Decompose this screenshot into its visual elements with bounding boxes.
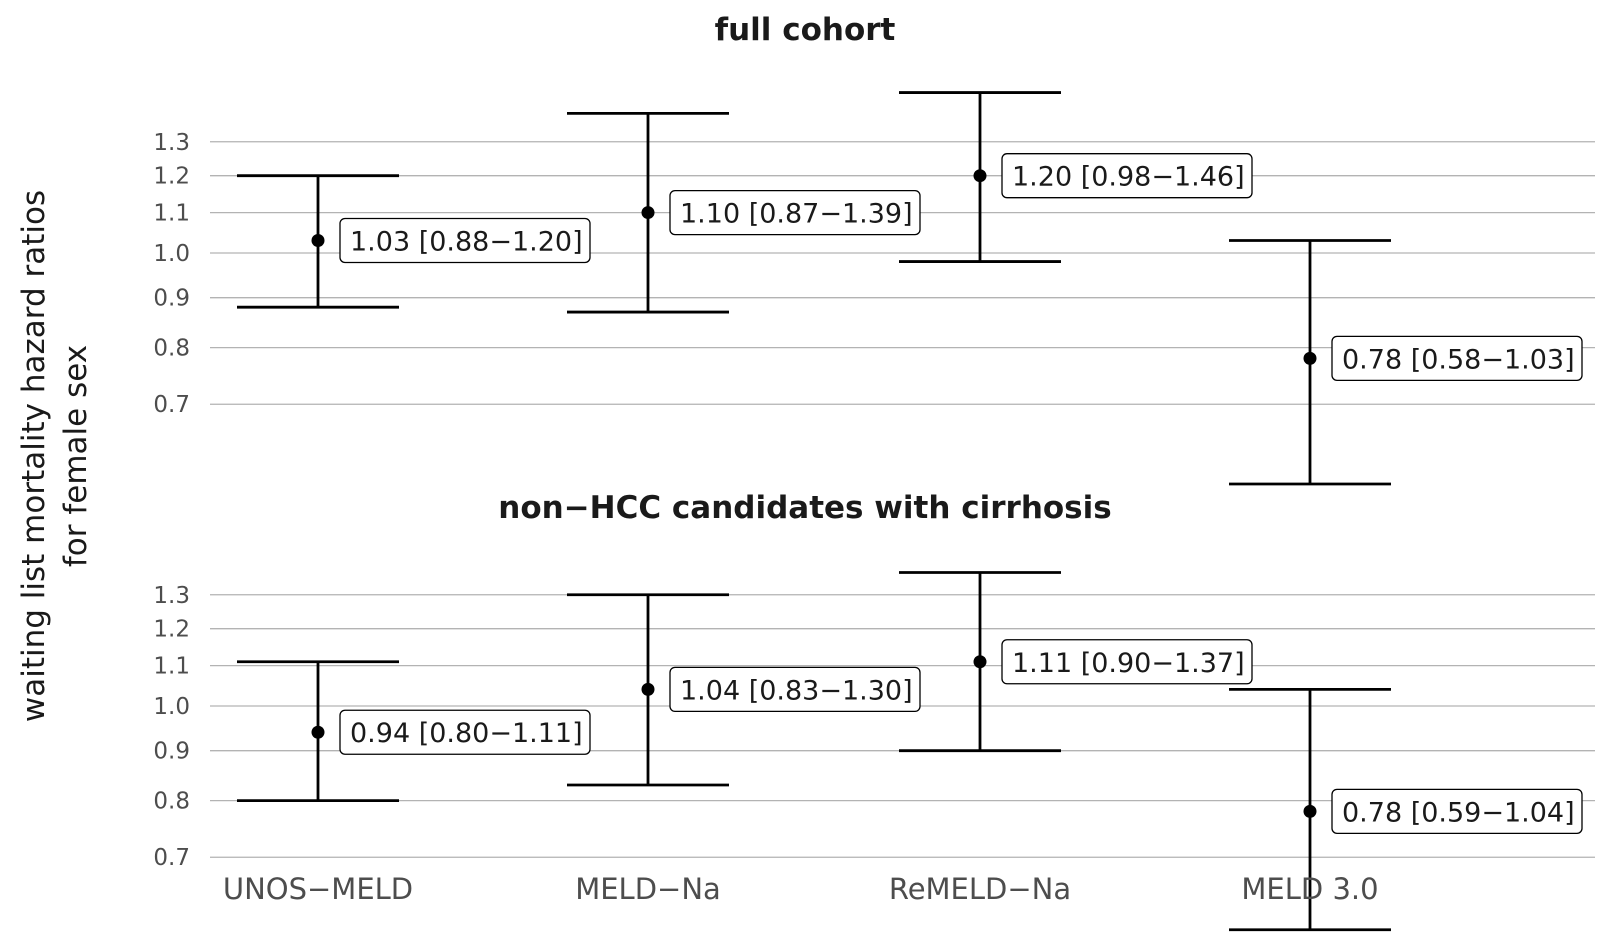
estimate-meld-na: 1.04 [0.83−1.30] [567, 593, 921, 787]
data-label-box [1001, 153, 1253, 199]
hazard-ratio-point [973, 169, 987, 183]
hazard-ratio-point [1303, 351, 1317, 365]
data-label-box [669, 189, 921, 236]
y-tick-label: 0.9 [153, 286, 190, 312]
data-label-box [1331, 788, 1583, 834]
y-tick-label: 1.0 [153, 241, 190, 267]
data-label-box [339, 709, 591, 755]
panels: full cohort 0.7 0.8 0.9 1.0 1.1 1.2 1.3 1.03 [0.… [153, 12, 1595, 932]
y-tick-label: 0.8 [153, 789, 190, 815]
data-label: 1.04 [0.83−1.30] [680, 675, 913, 706]
data-label: 1.10 [0.87−1.39] [680, 199, 913, 230]
y-tick-label: 1.0 [153, 694, 190, 720]
estimate-unos-meld: 0.94 [0.80−1.11] [237, 660, 591, 803]
x-category-label-meld-na: MELD−Na [575, 872, 721, 906]
data-label: 0.94 [0.80−1.11] [350, 718, 583, 749]
panel-non-hcc-candidates-with-cirrhosis: non−HCC candidates with cirrhosis 0.7 0.8 0… [153, 490, 1595, 932]
data-label-box [1001, 639, 1253, 685]
data-label-box [339, 217, 591, 264]
x-axis-categories: UNOS−MELD MELD−Na ReMELD−Na MELD 3.0 [223, 872, 1379, 906]
panel-title: non−HCC candidates with cirrhosis [498, 490, 1111, 526]
y-tick-label: 1.3 [153, 130, 190, 156]
hazard-ratio-point [311, 233, 325, 247]
data-label: 0.78 [0.58−1.03] [1342, 344, 1575, 375]
data-label: 1.20 [0.98−1.46] [1012, 162, 1245, 193]
y-tick-label: 0.7 [153, 392, 190, 418]
y-tick-label: 1.1 [153, 654, 190, 680]
data-label: 0.78 [0.59−1.04] [1342, 797, 1575, 828]
panel-title: full cohort [715, 12, 896, 48]
y-axis-title-line-1: waiting list mortality hazard ratios [16, 190, 52, 722]
data-label: 1.03 [0.88−1.20] [350, 226, 583, 257]
data-label-box [1331, 335, 1583, 381]
y-tick-label: 0.7 [153, 845, 190, 871]
y-tick-label: 1.2 [153, 617, 190, 643]
y-tick-label: 0.9 [153, 739, 190, 765]
y-tick-label: 1.2 [153, 164, 190, 190]
y-tick-label: 1.3 [153, 583, 190, 609]
data-label-box [669, 666, 921, 713]
estimate-meld-3-0: 0.78 [0.58−1.03] [1229, 239, 1583, 486]
hazard-ratio-point [1303, 804, 1317, 818]
x-category-label-unos-meld: UNOS−MELD [223, 872, 413, 906]
data-label: 1.11 [0.90−1.37] [1012, 648, 1245, 679]
x-category-label-meld-3-0: MELD 3.0 [1241, 872, 1378, 906]
y-tick-label: 1.1 [153, 201, 190, 227]
y-axis-title-line-2: for female sex [58, 345, 94, 567]
hazard-ratio-point [641, 206, 655, 220]
hazard-ratio-point [641, 682, 655, 696]
estimate-remeld-na: 1.20 [0.98−1.46] [899, 91, 1253, 263]
panel-full-cohort: full cohort 0.7 0.8 0.9 1.0 1.1 1.2 1.3 1.03 [0.… [153, 12, 1595, 486]
y-tick-label: 0.8 [153, 336, 190, 362]
estimate-meld-na: 1.10 [0.87−1.39] [567, 111, 921, 314]
x-category-label-remeld-na: ReMELD−Na [889, 872, 1071, 906]
estimate-meld-3-0: 0.78 [0.59−1.04] [1229, 687, 1583, 932]
hazard-ratio-point [311, 725, 325, 739]
y-axis-title: waiting list mortality hazard ratios for… [16, 190, 94, 722]
estimate-remeld-na: 1.11 [0.90−1.37] [899, 571, 1253, 753]
hazard-ratio-point [973, 655, 987, 669]
estimate-unos-meld: 1.03 [0.88−1.20] [237, 174, 591, 309]
